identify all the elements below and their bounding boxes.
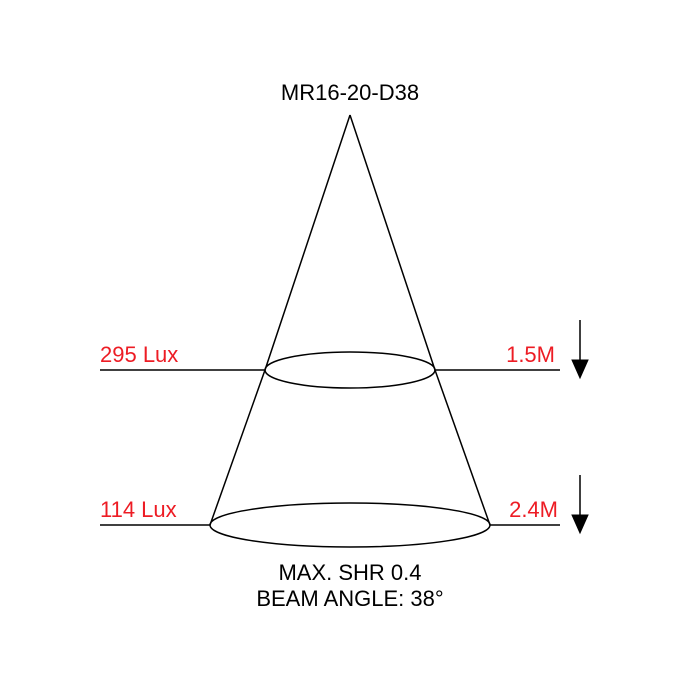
cone-right-lower (435, 370, 490, 525)
level1-arrow-head (572, 360, 588, 378)
footer-line2: BEAM ANGLE: 38° (256, 586, 443, 611)
level2-arrow-head (572, 515, 588, 533)
diagram-title: MR16-20-D38 (281, 80, 419, 105)
level1-lux-label: 295 Lux (100, 342, 178, 367)
beam-diagram: MR16-20-D38 295 Lux 1.5M 114 Lux 2.4M MA… (0, 0, 700, 700)
level2-distance-label: 2.4M (509, 497, 558, 522)
cone-right-upper (350, 115, 435, 370)
footer-line1: MAX. SHR 0.4 (278, 560, 421, 585)
level2-lux-label: 114 Lux (100, 497, 177, 522)
level2-ellipse (210, 503, 490, 547)
cone-left-upper (265, 115, 350, 370)
level1-ellipse (265, 352, 435, 388)
cone-left-lower (210, 370, 265, 525)
level1-distance-label: 1.5M (506, 342, 555, 367)
